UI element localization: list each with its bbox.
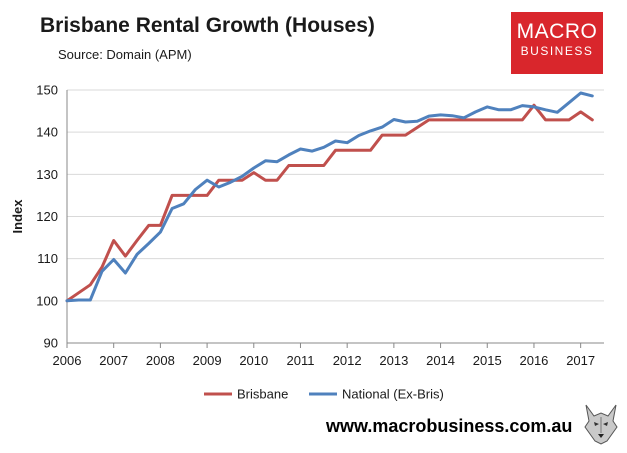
x-tick-label: 2013 — [379, 353, 408, 368]
site-url: www.macrobusiness.com.au — [326, 416, 573, 436]
x-tick-label: 2006 — [53, 353, 82, 368]
x-tick-label: 2011 — [286, 353, 314, 368]
legend-label: National (Ex-Bris) — [342, 387, 444, 402]
y-axis-title: Index — [10, 199, 25, 234]
y-tick-label: 120 — [36, 209, 58, 224]
legend-label: Brisbane — [237, 387, 288, 402]
y-tick-label: 110 — [37, 251, 58, 266]
x-tick-label: 2010 — [239, 353, 268, 368]
y-tick-label: 100 — [36, 293, 58, 308]
series-line-brisbane — [65, 103, 594, 303]
x-tick-label: 2014 — [426, 353, 455, 368]
chart-subtitle: Source: Domain (APM) — [58, 47, 192, 62]
x-tick-label: 2009 — [193, 353, 222, 368]
macrobusiness-logo: MACRO BUSINESS — [511, 12, 603, 74]
axes: 90 100 110 120 130 140 150 2006 2007 2008 2009 2010… — [10, 83, 604, 368]
x-tick-label: 2015 — [473, 353, 502, 368]
y-tick-label: 150 — [36, 83, 58, 98]
wolf-head-icon — [584, 404, 618, 445]
series-lines — [65, 91, 594, 303]
x-tick-label: 2008 — [146, 353, 175, 368]
logo-line1: MACRO — [516, 20, 598, 43]
y-tick-label: 90 — [44, 336, 58, 351]
x-tick-label: 2007 — [99, 353, 128, 368]
legend: Brisbane National (Ex-Bris) — [204, 387, 444, 402]
y-tick-label: 140 — [36, 125, 58, 140]
y-tick-label: 130 — [36, 167, 58, 182]
x-tick-label: 2012 — [333, 353, 362, 368]
chart-title: Brisbane Rental Growth (Houses) — [40, 14, 375, 37]
series-line-national — [65, 91, 594, 303]
gridlines — [67, 89, 604, 302]
logo-line2: BUSINESS — [520, 44, 594, 58]
x-tick-label: 2016 — [519, 353, 548, 368]
x-tick-label: 2017 — [566, 353, 595, 368]
